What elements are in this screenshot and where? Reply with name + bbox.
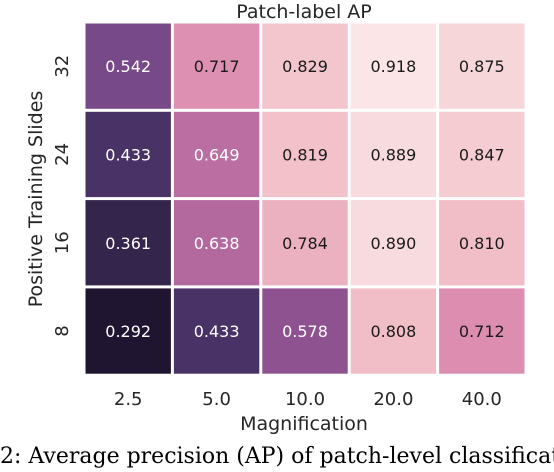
x-tick-label: 40.0: [462, 389, 502, 410]
cell-value-label: 0.829: [282, 57, 328, 76]
cell-value-label: 0.784: [282, 234, 328, 253]
cell-value-label: 0.847: [459, 145, 505, 164]
cell-value-label: 0.433: [194, 322, 240, 341]
heatmap-cell: [262, 288, 348, 374]
cell-value-label: 0.578: [282, 322, 328, 341]
cell-value-label: 0.717: [194, 57, 240, 76]
cell-value-label: 0.292: [105, 322, 151, 341]
cell-value-label: 0.918: [370, 57, 416, 76]
y-axis-label: Positive Training Slides: [25, 91, 47, 308]
heatmap-cells: 0.542 0.717 0.829 0.918 0.875 0.433 0.649 0.819…: [85, 23, 525, 374]
cell-value-label: 0.875: [459, 57, 505, 76]
heatmap-cell: [173, 288, 260, 374]
cell-value-label: 0.638: [194, 234, 240, 253]
y-tick-label: 16: [52, 231, 73, 254]
heatmap-cell: [350, 200, 437, 286]
cell-value-label: 0.810: [459, 234, 505, 253]
figure-caption: 2: Average precision (AP) of patch-level…: [0, 444, 554, 469]
cell-value-label: 0.819: [282, 145, 328, 164]
heatmap-cell: [262, 200, 348, 286]
heatmap-cell: [350, 23, 437, 109]
heatmap-cell: [85, 288, 171, 374]
heatmap-cell: [85, 111, 171, 198]
heatmap-cell: [173, 111, 260, 198]
x-tick-label: 2.5: [114, 389, 143, 410]
y-tick-label: 8: [52, 325, 73, 336]
cell-value-label: 0.649: [194, 145, 240, 164]
heatmap-cell: [439, 200, 525, 286]
y-tick-labels: 32 24 16 8: [52, 55, 73, 337]
heatmap-cell: [439, 111, 525, 198]
y-tick-label: 32: [52, 55, 73, 78]
cell-value-label: 0.433: [105, 145, 151, 164]
cell-value-label: 0.808: [370, 322, 416, 341]
cell-value-label: 0.542: [105, 57, 151, 76]
heatmap-cell: [439, 23, 525, 109]
x-tick-label: 10.0: [285, 389, 325, 410]
x-tick-label: 5.0: [202, 389, 231, 410]
x-tick-label: 20.0: [373, 389, 413, 410]
heatmap-cell: [85, 23, 171, 109]
heatmap-cell: [173, 23, 260, 109]
heatmap-cell: [350, 288, 437, 374]
heatmap-cell: [173, 200, 260, 286]
cell-value-label: 0.890: [370, 234, 416, 253]
heatmap-cell: [439, 288, 525, 374]
heatmap-cell: [85, 200, 171, 286]
heatmap-cell: [262, 23, 348, 109]
cell-value-label: 0.361: [105, 234, 151, 253]
x-tick-labels: 2.5 5.0 10.0 20.0 40.0: [114, 389, 502, 410]
chart-title: Patch-label AP: [236, 1, 372, 23]
heatmap-cell: [350, 111, 437, 198]
x-axis-label: Magnification: [240, 413, 368, 435]
y-tick-label: 24: [52, 143, 73, 166]
cell-value-label: 0.712: [459, 322, 505, 341]
cell-value-label: 0.889: [370, 145, 416, 164]
heatmap-cell: [262, 111, 348, 198]
